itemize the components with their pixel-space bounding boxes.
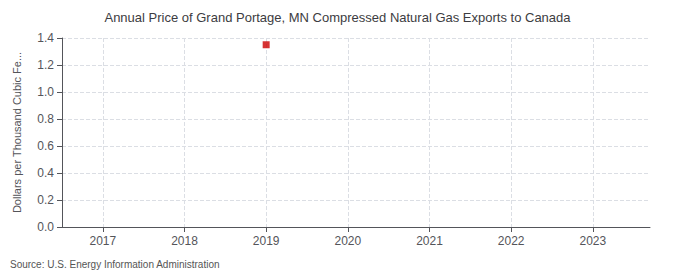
svg-text:Source: U.S. Energy Informatio: Source: U.S. Energy Information Administ… — [10, 259, 220, 270]
svg-text:1.2: 1.2 — [37, 58, 54, 72]
svg-text:2022: 2022 — [498, 234, 525, 248]
svg-text:2019: 2019 — [253, 234, 280, 248]
svg-text:2021: 2021 — [416, 234, 443, 248]
svg-text:0.0: 0.0 — [37, 220, 54, 234]
svg-text:0.4: 0.4 — [37, 166, 54, 180]
svg-text:1.0: 1.0 — [37, 85, 54, 99]
svg-text:2018: 2018 — [171, 234, 198, 248]
svg-text:Dollars per Thousand Cubic Fe.: Dollars per Thousand Cubic Fe... — [11, 52, 23, 213]
svg-text:Annual Price of Grand Portage,: Annual Price of Grand Portage, MN Compre… — [104, 10, 571, 25]
svg-text:0.6: 0.6 — [37, 139, 54, 153]
svg-text:0.2: 0.2 — [37, 193, 54, 207]
svg-text:1.4: 1.4 — [37, 31, 54, 45]
svg-text:0.8: 0.8 — [37, 112, 54, 126]
svg-text:2020: 2020 — [334, 234, 361, 248]
svg-text:2023: 2023 — [579, 234, 606, 248]
svg-text:2017: 2017 — [89, 234, 116, 248]
